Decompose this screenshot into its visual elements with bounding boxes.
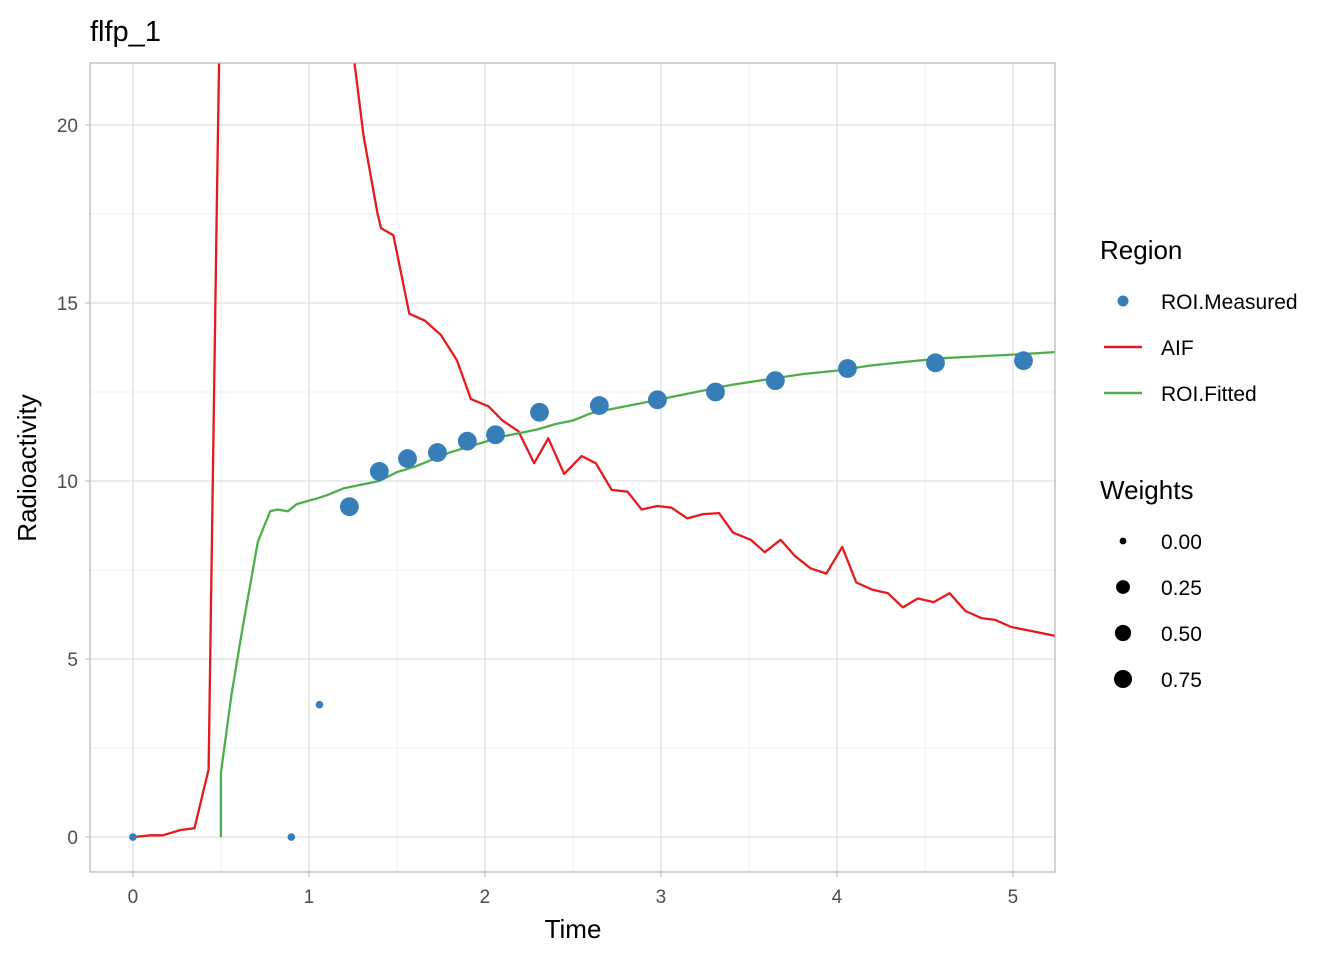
y-tick-label: 15 <box>57 294 78 315</box>
data-point-measured <box>486 425 505 445</box>
legend: Region ROI.Measured AIF ROI.Fitted Weigh… <box>1100 235 1298 692</box>
legend-weight-label: 0.25 <box>1161 577 1202 600</box>
legend-weight-marker <box>1119 537 1127 545</box>
y-axis-label: Radioactivity <box>12 394 42 541</box>
legend-weight-label: 0.75 <box>1161 669 1202 692</box>
grid <box>90 63 1055 872</box>
x-tick-label: 0 <box>128 887 139 908</box>
legend-measured-marker <box>1117 295 1129 307</box>
legend-item-measured: ROI.Measured <box>1161 291 1298 314</box>
x-tick-label: 3 <box>656 887 667 908</box>
chart-title: flfp_1 <box>90 16 161 48</box>
axis-ticks: 0 1 2 3 4 5 0 5 10 15 20 <box>57 116 1018 908</box>
x-tick-label: 2 <box>480 887 491 908</box>
data-point-measured <box>457 431 477 451</box>
legend-weights-title: Weights <box>1100 475 1193 505</box>
line-aif <box>132 63 1055 839</box>
data-point-measured <box>129 833 137 841</box>
y-tick-label: 5 <box>67 650 78 671</box>
plot-border <box>89 62 1056 873</box>
data-point-measured <box>315 700 324 709</box>
data-point-measured <box>647 390 667 410</box>
x-tick-label: 5 <box>1008 887 1019 908</box>
data-point-measured <box>398 449 417 469</box>
data-point-measured <box>287 833 296 841</box>
data-point-measured <box>428 443 447 462</box>
data-point-measured <box>706 382 725 402</box>
x-tick-label: 4 <box>832 887 843 908</box>
y-tick-label: 20 <box>57 116 78 137</box>
x-tick-label: 1 <box>304 887 315 908</box>
data-point-measured <box>530 402 549 422</box>
legend-region-title: Region <box>1100 235 1182 265</box>
data-point-measured <box>369 461 389 481</box>
y-tick-label: 0 <box>67 828 78 849</box>
legend-weight-label: 0.00 <box>1161 531 1202 554</box>
legend-weight-label: 0.50 <box>1161 623 1202 646</box>
data-point-measured <box>838 359 857 378</box>
data-point-measured <box>589 396 609 415</box>
legend-weight-marker <box>1114 624 1132 642</box>
data-point-measured <box>926 353 945 373</box>
x-axis-label: Time <box>545 914 602 944</box>
series-points <box>129 351 1033 841</box>
legend-item-aif: AIF <box>1161 337 1194 360</box>
legend-weight-marker <box>1116 580 1130 594</box>
legend-item-fitted: ROI.Fitted <box>1161 383 1257 406</box>
y-tick-label: 10 <box>57 472 78 493</box>
legend-weight-marker <box>1114 670 1132 688</box>
line-roi-fitted <box>219 350 1055 838</box>
data-point-measured <box>765 371 785 391</box>
data-point-measured <box>1014 351 1033 371</box>
data-point-measured <box>340 497 359 517</box>
